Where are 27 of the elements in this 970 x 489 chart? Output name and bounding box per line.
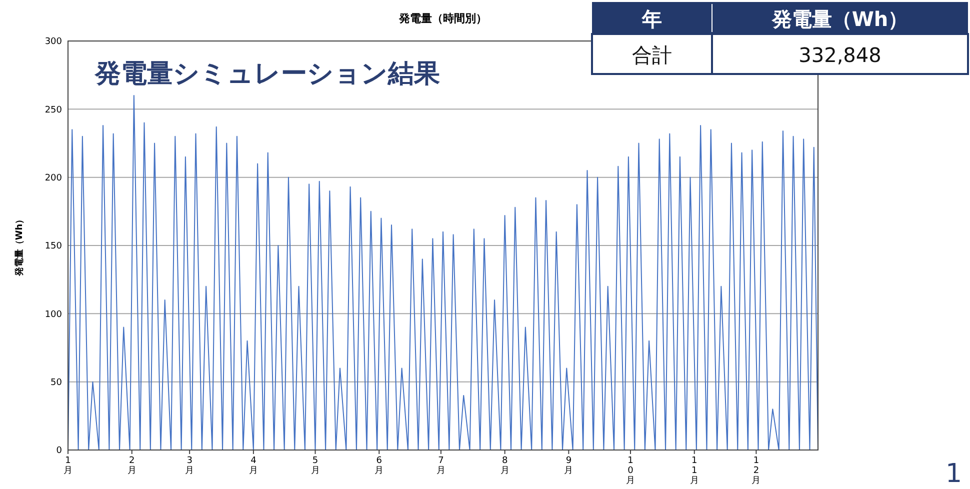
chart-title: 発電量（時間別） — [398, 12, 487, 25]
x-tick-label: 8月 — [500, 456, 510, 476]
x-tick-label: 12月 — [752, 456, 761, 486]
x-tick-label: 9月 — [564, 456, 574, 476]
x-tick-label: 2月 — [127, 456, 136, 476]
annotation: 合計 — [632, 43, 672, 67]
x-tick-label: 7月 — [436, 456, 446, 476]
text: 発電量シミュレーション結果 — [94, 59, 440, 89]
x-tick-label: 6月 — [374, 456, 384, 476]
text: 1 — [945, 459, 962, 489]
annotation: 332,848 — [798, 43, 882, 67]
y-tick-label: 200 — [44, 173, 62, 184]
x-tick-label: 1月 — [64, 456, 72, 476]
y-tick-label: 150 — [44, 242, 62, 252]
y-tick-label: 0 — [56, 446, 62, 456]
x-tick-label: 3月 — [185, 456, 194, 476]
y-tick-label: 300 — [44, 37, 62, 48]
x-tick-label: 4月 — [248, 456, 258, 476]
y-tick-label: 250 — [44, 105, 62, 116]
y-axis-title: 発電量（Wh） — [14, 214, 25, 278]
text: 年 — [641, 7, 662, 31]
y-tick-label: 100 — [44, 310, 62, 320]
x-tick-label: 5月 — [310, 456, 320, 476]
x-tick-label: 11月 — [690, 456, 699, 486]
x-tick-label: 10月 — [626, 456, 635, 486]
y-tick-label: 50 — [50, 378, 62, 388]
text: 発電量（Wh） — [770, 7, 908, 31]
